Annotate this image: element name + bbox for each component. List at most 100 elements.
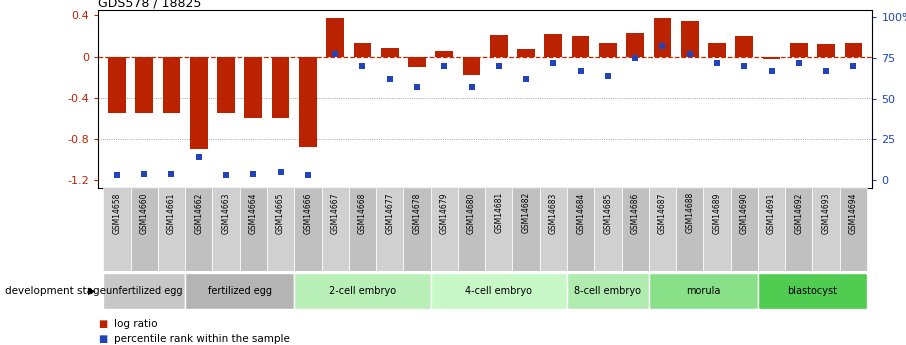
Text: GSM14677: GSM14677 [385,192,394,234]
Bar [758,273,867,308]
Bar [790,43,807,57]
Text: morula: morula [686,286,720,296]
Bar [326,18,344,57]
Bar [381,48,399,57]
Text: unfertilized egg: unfertilized egg [106,286,182,296]
Bar [267,188,294,271]
Bar [294,273,430,308]
Text: GSM14694: GSM14694 [849,192,858,234]
Text: GSM14661: GSM14661 [167,192,176,234]
Text: GSM14682: GSM14682 [522,192,531,234]
Bar [436,51,453,57]
Text: log ratio: log ratio [114,319,158,329]
Bar [840,188,867,271]
Bar [703,188,730,271]
Text: GSM14665: GSM14665 [276,192,285,234]
Bar [486,188,513,271]
Bar [458,188,486,271]
Bar [490,35,507,57]
Bar [103,273,185,308]
Bar [517,49,535,57]
Text: GSM14692: GSM14692 [795,192,804,234]
Bar [649,188,676,271]
Text: blastocyst: blastocyst [787,286,837,296]
Bar [185,273,294,308]
Bar [786,188,813,271]
Text: GSM14663: GSM14663 [222,192,230,234]
Bar [545,34,563,57]
Bar [817,44,835,57]
Text: GSM14678: GSM14678 [412,192,421,234]
Bar [599,43,617,57]
Bar [212,188,240,271]
Bar [163,57,180,113]
Bar [353,43,371,57]
Bar [567,273,649,308]
Text: 4-cell embryo: 4-cell embryo [466,286,533,296]
Bar [158,188,185,271]
Text: GSM14683: GSM14683 [549,192,558,234]
Bar [708,43,726,57]
Bar [653,18,671,57]
Bar [730,188,758,271]
Text: 2-cell embryo: 2-cell embryo [329,286,396,296]
Text: GSM14658: GSM14658 [112,192,121,234]
Bar [349,188,376,271]
Text: GSM14666: GSM14666 [304,192,313,234]
Bar [135,57,153,113]
Bar [240,188,267,271]
Text: GSM14693: GSM14693 [822,192,831,234]
Bar [430,273,567,308]
Text: GSM14684: GSM14684 [576,192,585,234]
Bar [594,188,622,271]
Bar [190,57,207,149]
Bar [272,57,289,118]
Text: GSM14691: GSM14691 [767,192,776,234]
Bar [403,188,430,271]
Text: ■: ■ [98,334,107,344]
Text: GSM14681: GSM14681 [495,192,504,234]
Text: GSM14690: GSM14690 [740,192,748,234]
Bar [540,188,567,271]
Text: fertilized egg: fertilized egg [207,286,272,296]
Text: GSM14662: GSM14662 [194,192,203,234]
Bar [813,188,840,271]
Bar [844,43,863,57]
Bar [626,33,644,57]
Text: development stage: development stage [5,286,105,296]
Bar [376,188,403,271]
Bar [758,188,786,271]
Bar [572,36,590,57]
Bar [681,21,699,57]
Bar [463,57,480,75]
Bar [676,188,703,271]
Text: GDS578 / 18825: GDS578 / 18825 [98,0,201,9]
Bar [736,36,753,57]
Text: ■: ■ [98,319,107,329]
Bar [108,57,126,113]
Text: GSM14687: GSM14687 [658,192,667,234]
Text: GSM14679: GSM14679 [439,192,448,234]
Text: GSM14688: GSM14688 [685,192,694,234]
Text: percentile rank within the sample: percentile rank within the sample [114,334,290,344]
Bar [763,57,780,59]
Text: GSM14686: GSM14686 [631,192,640,234]
Bar [322,188,349,271]
Bar [245,57,262,118]
Bar [513,188,540,271]
Text: 8-cell embryo: 8-cell embryo [574,286,641,296]
Text: GSM14660: GSM14660 [140,192,149,234]
Bar [299,57,317,147]
Text: GSM14680: GSM14680 [467,192,476,234]
Text: GSM14689: GSM14689 [712,192,721,234]
Bar [130,188,158,271]
Text: GSM14668: GSM14668 [358,192,367,234]
Bar [185,188,212,271]
Text: GSM14667: GSM14667 [331,192,340,234]
Bar [567,188,594,271]
Text: GSM14685: GSM14685 [603,192,612,234]
Bar [430,188,458,271]
Text: GSM14664: GSM14664 [249,192,258,234]
Bar [649,273,758,308]
Bar [103,188,130,271]
